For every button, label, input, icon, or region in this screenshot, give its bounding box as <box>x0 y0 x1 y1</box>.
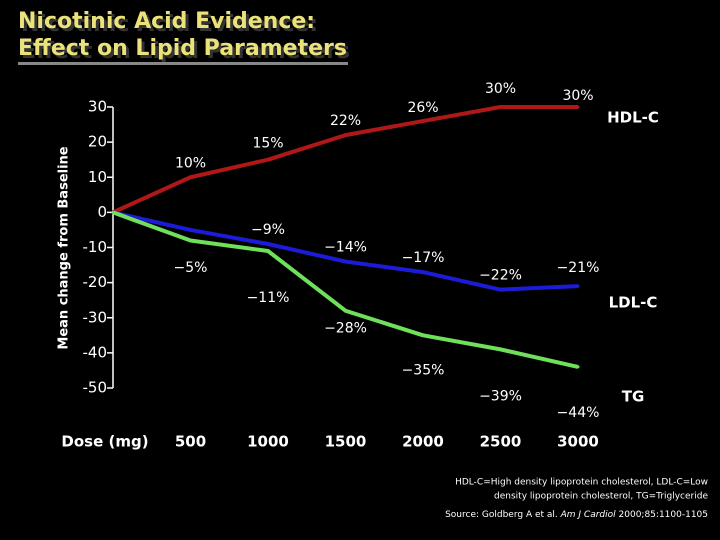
data-point <box>499 105 502 109</box>
series-name: HDL-C <box>607 109 659 127</box>
x-tick-label: 1000 <box>247 433 289 451</box>
source-journal: Am J Cardiol <box>560 510 617 520</box>
y-tick-label: 0 <box>97 203 107 221</box>
data-point <box>344 133 347 137</box>
x-tick-label: 2500 <box>480 433 522 451</box>
value-label: −35% <box>402 362 445 378</box>
y-tick-label: 10 <box>88 168 107 186</box>
data-point <box>576 105 580 109</box>
data-point <box>421 333 425 337</box>
data-point <box>266 158 270 162</box>
data-point <box>421 270 425 274</box>
value-label: −9% <box>251 222 285 238</box>
value-label: −28% <box>324 321 367 337</box>
y-tick-label: -40 <box>83 343 108 361</box>
series-name: LDL-C <box>609 294 658 312</box>
data-point <box>266 242 270 246</box>
title-shadow: Effect on Lipid Parameters <box>21 39 350 64</box>
data-point <box>344 260 347 264</box>
chart-title: Nicotinic Acid Evidence: <box>18 9 315 34</box>
data-point <box>499 288 502 292</box>
chart-title: Effect on Lipid Parameters <box>18 36 347 61</box>
x-tick-label: 1500 <box>325 433 367 451</box>
value-label: 26% <box>407 100 438 116</box>
value-label: −14% <box>324 240 367 256</box>
x-axis-label: Dose (mg) <box>61 433 148 451</box>
value-label: 22% <box>330 113 361 129</box>
value-label: −22% <box>479 268 522 284</box>
value-label: −11% <box>247 290 290 306</box>
data-point <box>421 119 425 123</box>
title-shadow: Nicotinic Acid Evidence: <box>21 12 318 37</box>
data-point <box>189 238 192 242</box>
footnote: density lipoprotein cholesterol, TG=Trig… <box>494 492 708 502</box>
y-tick-label: -20 <box>83 273 108 291</box>
value-label: −39% <box>479 388 522 404</box>
value-label: 15% <box>252 136 283 152</box>
y-axis-label: Mean change from Baseline <box>57 146 72 349</box>
data-point <box>189 175 192 179</box>
data-point <box>344 309 347 313</box>
x-tick-label: 2000 <box>402 433 444 451</box>
data-point <box>189 228 192 232</box>
x-tick-label: 3000 <box>557 433 599 451</box>
y-tick-label: -50 <box>83 379 108 397</box>
source-prefix: Source: Goldberg A et al. <box>445 510 561 520</box>
y-tick-label: 20 <box>88 133 107 151</box>
y-tick-label: 30 <box>88 98 107 116</box>
x-tick-label: 500 <box>175 433 206 451</box>
data-point <box>576 365 580 369</box>
value-label: −21% <box>557 260 600 276</box>
source: Source: Goldberg A et al. Am J Cardiol 2… <box>445 510 708 520</box>
y-tick-label: -10 <box>83 238 108 256</box>
data-point <box>111 210 115 214</box>
y-tick-label: -30 <box>83 308 108 326</box>
data-point <box>266 249 270 253</box>
value-label: 10% <box>175 155 206 171</box>
data-point <box>576 284 580 288</box>
value-label: 30% <box>485 81 516 97</box>
value-label: −44% <box>557 405 600 421</box>
value-label: 30% <box>562 88 593 104</box>
footnote: HDL-C=High density lipoprotein cholester… <box>455 478 708 488</box>
title-rule <box>18 62 348 65</box>
value-label: −17% <box>402 250 445 266</box>
value-label: −5% <box>174 260 208 276</box>
data-point <box>499 347 502 351</box>
source-suffix: 2000;85:1100-1105 <box>616 510 708 520</box>
series-name: TG <box>622 387 645 405</box>
